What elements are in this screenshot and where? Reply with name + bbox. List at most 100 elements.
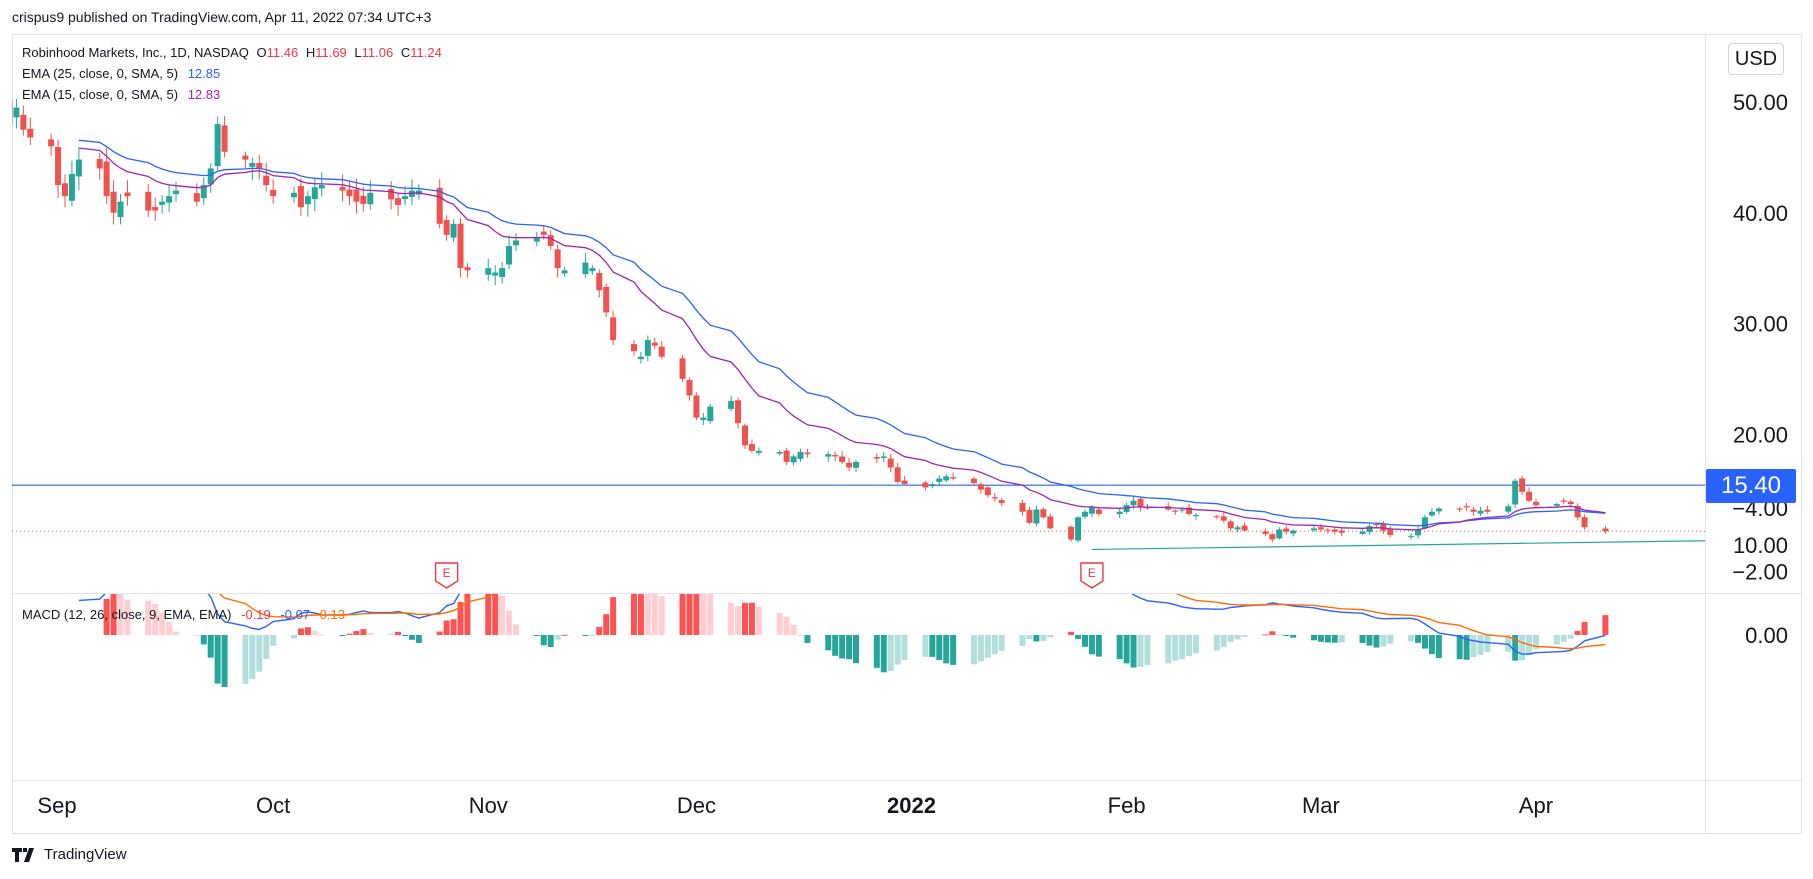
macd-signal-line — [218, 594, 1606, 650]
candle-body — [804, 452, 811, 455]
candle-body — [1428, 511, 1435, 516]
candle — [991, 493, 998, 502]
candle-body — [929, 484, 936, 487]
macd-histogram-bar — [950, 635, 957, 665]
time-axis-tick-label: 2022 — [887, 793, 936, 818]
macd-histogram-bar — [214, 635, 221, 684]
ema15-legend-row[interactable]: EMA (15, close, 0, SMA, 5) 12.83 — [22, 84, 442, 105]
pane-separator[interactable] — [12, 593, 1802, 594]
macd-histogram-bar — [401, 635, 408, 636]
candle-body — [13, 107, 20, 118]
main-legend: Robinhood Markets, Inc., 1D, NASDAQ O11.… — [22, 42, 442, 105]
candle-body — [1179, 509, 1186, 511]
candle — [1262, 528, 1269, 537]
candle — [984, 484, 991, 498]
candle — [561, 266, 568, 277]
macd-histogram-bar — [1227, 635, 1234, 642]
candle — [846, 458, 853, 471]
macd-histogram-bar — [1081, 635, 1088, 647]
macd-histogram-bar — [873, 635, 880, 668]
earnings-marker[interactable]: E — [1080, 562, 1104, 589]
candle-body — [1116, 511, 1123, 514]
macd-histogram-bar — [152, 604, 159, 635]
macd-histogram-bar — [1290, 635, 1297, 638]
currency-button[interactable]: USD — [1728, 43, 1784, 75]
time-axis-tick-label: Apr — [1519, 793, 1553, 818]
candle-body — [1283, 528, 1290, 532]
macd-histogram-bar — [839, 635, 846, 659]
macd-histogram-bar — [173, 631, 180, 635]
tradingview-logo-icon — [12, 847, 34, 862]
candle-body — [603, 286, 610, 313]
macd-histogram-bar — [117, 594, 124, 635]
macd-histogram-bar — [1137, 635, 1144, 667]
candle — [1165, 502, 1172, 511]
candle — [304, 190, 311, 217]
candle — [145, 184, 152, 217]
candle — [1019, 499, 1026, 516]
candle — [415, 184, 422, 200]
ema15-line — [78, 147, 1606, 531]
macd-histogram-bar — [790, 624, 797, 635]
ohlc-legend-row[interactable]: Robinhood Markets, Inc., 1D, NASDAQ O11.… — [22, 42, 442, 63]
macd-histogram-bar — [443, 620, 450, 635]
candle-body — [783, 450, 790, 462]
candle — [1519, 475, 1526, 495]
candle — [783, 447, 790, 465]
candle — [48, 133, 55, 156]
candle — [970, 476, 977, 487]
macd-histogram-bar — [415, 635, 422, 643]
macd-histogram-bar — [880, 635, 887, 673]
macd-histogram-bar — [561, 634, 568, 636]
earnings-marker-label: E — [1088, 566, 1096, 580]
macd-histogram-bar — [970, 635, 977, 665]
candle — [950, 472, 957, 481]
tradingview-logo[interactable]: TradingView — [12, 846, 127, 863]
macd-legend-row[interactable]: MACD (12, 26, close, 9, EMA, EMA) -0.19 … — [22, 604, 345, 625]
macd-histogram-bar — [1123, 635, 1130, 664]
macd-histogram-bar — [1519, 635, 1526, 661]
candle-body — [741, 425, 748, 446]
candle — [1366, 522, 1373, 535]
candle — [297, 178, 304, 216]
macd-histogram-bar — [651, 594, 658, 635]
time-axis-tick-label: Mar — [1302, 793, 1340, 818]
macd-histogram-bar — [735, 606, 742, 635]
candle — [207, 163, 214, 193]
candle-body — [679, 358, 686, 379]
candle-body — [950, 477, 957, 479]
candle-body — [901, 480, 908, 485]
candle — [166, 185, 173, 213]
macd-histogram-bar — [755, 606, 762, 635]
candle-body — [1512, 480, 1519, 505]
macd-histogram-bar — [1033, 635, 1040, 642]
candle — [1602, 525, 1609, 534]
macd-histogram-bar — [1144, 635, 1151, 666]
candle-body — [832, 454, 839, 457]
macd-histogram-bar — [1338, 635, 1345, 643]
candle — [1310, 525, 1317, 532]
candle-body — [1408, 536, 1415, 538]
candle-body — [513, 240, 520, 246]
macd-histogram-bar — [1068, 631, 1075, 635]
candle — [707, 403, 714, 424]
macd-histogram-bar — [290, 635, 297, 639]
macd-histogram-bar — [1512, 635, 1519, 661]
macd-histogram-bar — [360, 629, 367, 635]
macd-axis-tick-label: 0.00 — [1745, 623, 1788, 648]
candle — [1456, 507, 1463, 513]
macd-histogram-bar — [110, 594, 117, 635]
candle — [596, 269, 603, 298]
ema25-legend-row[interactable]: EMA (25, close, 0, SMA, 5) 12.85 — [22, 63, 442, 84]
candle-body — [1366, 526, 1373, 532]
macd-histogram-bar — [1317, 635, 1324, 642]
macd-histogram-bar — [1602, 615, 1609, 635]
earnings-marker[interactable]: E — [434, 562, 459, 589]
macd-histogram-bar — [145, 600, 152, 635]
macd-histogram-bar — [783, 616, 790, 635]
candle — [693, 392, 700, 421]
macd-histogram-bar — [207, 635, 214, 658]
candle — [554, 244, 561, 278]
candle — [998, 497, 1005, 507]
